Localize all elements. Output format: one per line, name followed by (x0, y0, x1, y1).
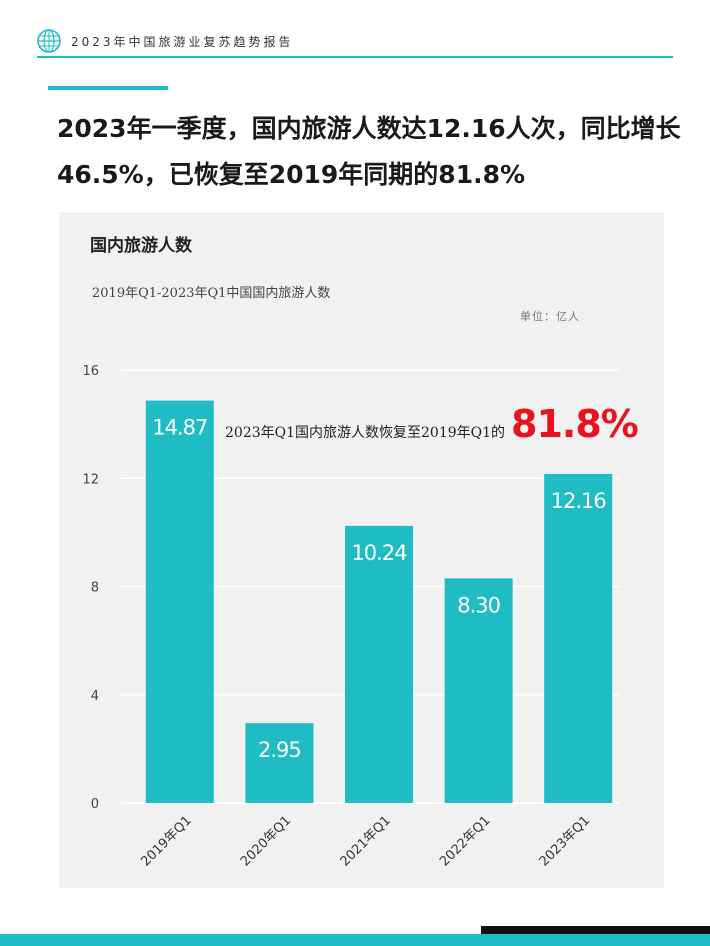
x-tick-label: 2021年Q1 (338, 813, 394, 869)
bar (145, 400, 214, 803)
bar (444, 578, 513, 803)
bar-value-label: 8.30 (457, 593, 500, 617)
bar-value-label: 12.16 (551, 489, 607, 513)
x-tick-label: 2022年Q1 (437, 813, 493, 869)
annotation-value: 81.8% (511, 402, 639, 446)
bar-chart: 0 4 8 12 16 14.87 2019年Q1 2.95 2020年Q1 10.24 2021年… (82, 364, 619, 870)
headline-accent-bar (48, 86, 168, 90)
footer-teal-bar (0, 934, 710, 946)
x-tick-label: 2019年Q1 (138, 813, 194, 869)
report-title: 2023年中国旅游业复苏趋势报告 (71, 34, 294, 49)
y-tick-label: 16 (82, 364, 99, 379)
bar-value-label: 2.95 (258, 738, 301, 762)
chart-subtitle: 2019年Q1-2023年Q1中国国内旅游人数 (92, 286, 331, 301)
annotation-text: 2023年Q1国内旅游人数恢复至2019年Q1的 (225, 425, 506, 441)
bar (544, 473, 613, 803)
report-header: 2023年中国旅游业复苏趋势报告 (37, 26, 294, 56)
x-tick-label: 2023年Q1 (537, 813, 593, 869)
chart-panel: 国内旅游人数 2019年Q1-2023年Q1中国国内旅游人数 单位：亿人 0 4 8… (59, 212, 664, 888)
y-tick-label: 12 (82, 472, 99, 487)
panel-title: 国内旅游人数 (90, 236, 192, 256)
headline: 2023年一季度，国内旅游人数达12.16人次，同比增长46.5%，已恢复至20… (57, 114, 681, 189)
footer-black-bar (481, 926, 710, 934)
bar-value-label: 10.24 (351, 541, 407, 565)
y-tick-label: 8 (91, 581, 99, 596)
y-tick-label: 0 (91, 797, 99, 812)
bar-value-label: 14.87 (152, 416, 207, 440)
bar (245, 723, 314, 803)
recovery-annotation: 2023年Q1国内旅游人数恢复至2019年Q1的 81.8% (225, 402, 639, 446)
bar (345, 525, 413, 803)
chart-unit: 单位：亿人 (520, 310, 580, 323)
header-divider (37, 56, 673, 58)
globe-icon (37, 29, 61, 53)
x-tick-label: 2020年Q1 (238, 813, 294, 869)
y-tick-label: 4 (91, 689, 99, 704)
